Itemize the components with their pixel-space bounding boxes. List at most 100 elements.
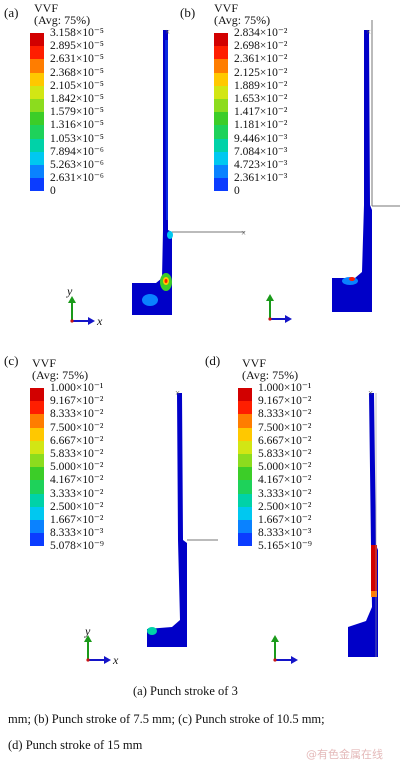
legend-value: 6.667×10⁻² <box>50 434 104 447</box>
legend-swatch <box>30 388 44 402</box>
legend-swatch <box>238 414 252 428</box>
panel-d-band <box>371 545 377 593</box>
panel-a-legend-title: VVF <box>34 1 59 15</box>
legend-value: 0 <box>234 185 240 198</box>
panel-a-ref-mark-top: × <box>165 27 170 37</box>
legend-swatch <box>238 401 252 415</box>
legend-swatch <box>30 493 44 507</box>
legend-value: 4.723×10⁻³ <box>234 158 288 171</box>
legend-value: 5.833×10⁻² <box>258 447 312 460</box>
legend-swatch <box>238 480 252 494</box>
legend-swatch <box>30 519 44 534</box>
panel-d-axis-y-head <box>271 635 279 642</box>
legend-value: 8.333×10⁻³ <box>50 527 104 540</box>
legend-value: 0 <box>50 185 56 198</box>
legend-swatch <box>214 46 228 60</box>
legend-value: 5.078×10⁻⁹ <box>50 540 104 553</box>
legend-swatch <box>30 125 44 139</box>
legend-value: 1.316×10⁻⁵ <box>50 119 104 132</box>
legend-value: 1.181×10⁻² <box>234 119 288 132</box>
legend-value: 1.000×10⁻¹ <box>258 382 312 394</box>
legend-value: 2.698×10⁻² <box>234 40 288 53</box>
legend-swatch <box>214 33 228 47</box>
panel-a-axis-y-label: y <box>67 284 73 298</box>
legend-swatch <box>30 138 44 152</box>
panel-a-axis-x-head <box>88 317 95 325</box>
legend-swatch <box>30 59 44 73</box>
legend-swatch <box>214 178 228 192</box>
legend-swatch <box>30 112 44 126</box>
legend-swatch <box>30 533 44 547</box>
legend-swatch <box>238 440 252 454</box>
legend-value: 1.000×10⁻¹ <box>50 382 104 394</box>
panel-c-legend-subtitle: (Avg: 75%) <box>32 368 89 382</box>
legend-swatch <box>30 453 44 468</box>
legend-swatch <box>238 533 252 547</box>
legend-value: 3.158×10⁻⁵ <box>50 27 104 39</box>
legend-value: 3.333×10⁻² <box>50 487 104 500</box>
legend-value: 3.333×10⁻² <box>258 487 312 500</box>
legend-value: 7.500×10⁻² <box>50 421 104 434</box>
legend-value: 1.889×10⁻² <box>234 79 288 92</box>
legend-value: 5.165×10⁻⁹ <box>258 540 312 553</box>
legend-value: 2.368×10⁻⁵ <box>50 66 104 79</box>
panel-b-legend-subtitle: (Avg: 75%) <box>214 13 271 27</box>
legend-swatch <box>214 98 228 113</box>
legend-value: 9.167×10⁻² <box>50 395 104 408</box>
legend-value: 1.667×10⁻² <box>258 513 312 526</box>
legend-swatch <box>214 125 228 139</box>
panel-a-axis-x-label: x <box>97 314 103 328</box>
panel-c-axis-y-head <box>84 635 92 642</box>
panel-c-ref-mark: × <box>175 388 180 398</box>
legend-swatch <box>214 164 228 179</box>
legend-value: 2.631×10⁻⁵ <box>50 53 104 66</box>
legend-value: 5.000×10⁻² <box>258 461 312 474</box>
legend-swatch <box>30 33 44 47</box>
legend-value: 4.167×10⁻² <box>50 474 104 487</box>
legend-value: 8.333×10⁻³ <box>258 527 312 540</box>
panel-b-ref-mark: × <box>366 27 371 37</box>
panel-a-ref-mark-right: × <box>241 228 246 238</box>
panel-c-legend-title: VVF <box>32 356 57 370</box>
panel-d-ref-mark: × <box>368 388 373 398</box>
legend-value: 2.361×10⁻³ <box>234 172 288 185</box>
panel-d-legend-title: VVF <box>242 356 267 370</box>
panel-c-axis-y-label: y <box>85 624 91 638</box>
panel-a-mesh: × × <box>68 27 246 325</box>
panel-c-part <box>147 393 187 647</box>
legend-value: 7.084×10⁻³ <box>234 145 288 158</box>
legend-value: 5.263×10⁻⁶ <box>50 158 104 171</box>
panel-a-axis-y-head <box>68 296 76 303</box>
legend-value: 7.500×10⁻² <box>258 421 312 434</box>
legend-swatch <box>30 440 44 454</box>
legend-value: 9.167×10⁻² <box>258 395 312 408</box>
legend-value: 1.667×10⁻² <box>50 513 104 526</box>
panel-b-axis-x-head <box>285 315 292 323</box>
panel-c-axis-x-label: x <box>113 653 119 667</box>
panel-b-hotspot-2 <box>349 277 355 281</box>
panel-a-axis-origin <box>70 319 74 323</box>
panel-b-part <box>332 30 372 312</box>
legend-swatch <box>238 506 252 520</box>
panel-d-label: (d) <box>205 353 221 368</box>
legend-swatch <box>238 467 252 481</box>
legend-value: 6.667×10⁻² <box>258 434 312 447</box>
caption-line-1: (a) Punch stroke of 3 <box>133 684 238 698</box>
panel-d-mesh: × <box>271 388 378 664</box>
legend-value: 4.167×10⁻² <box>258 474 312 487</box>
panel-d-legend-subtitle: (Avg: 75%) <box>242 368 299 382</box>
panel-c-mesh: × <box>84 388 218 664</box>
panel-c-axis-origin <box>86 658 90 662</box>
panel-a-hotspot-3 <box>164 279 168 283</box>
legend-value: 1.579×10⁻⁵ <box>50 106 104 119</box>
legend-swatch <box>214 151 228 165</box>
legend-value: 2.500×10⁻² <box>258 500 312 513</box>
legend-value: 8.333×10⁻² <box>50 408 104 421</box>
legend-value: 2.834×10⁻² <box>234 27 288 39</box>
legend-swatch <box>214 59 228 73</box>
legend-value: 2.105×10⁻⁵ <box>50 79 104 92</box>
legend-swatch <box>238 427 252 441</box>
legend-value: 2.500×10⁻² <box>50 500 104 513</box>
legend-swatch <box>30 46 44 60</box>
panel-c: (c) VVF (Avg: 75%) 1.000×10⁻¹ 9.167×10⁻² 8… <box>0 345 218 675</box>
